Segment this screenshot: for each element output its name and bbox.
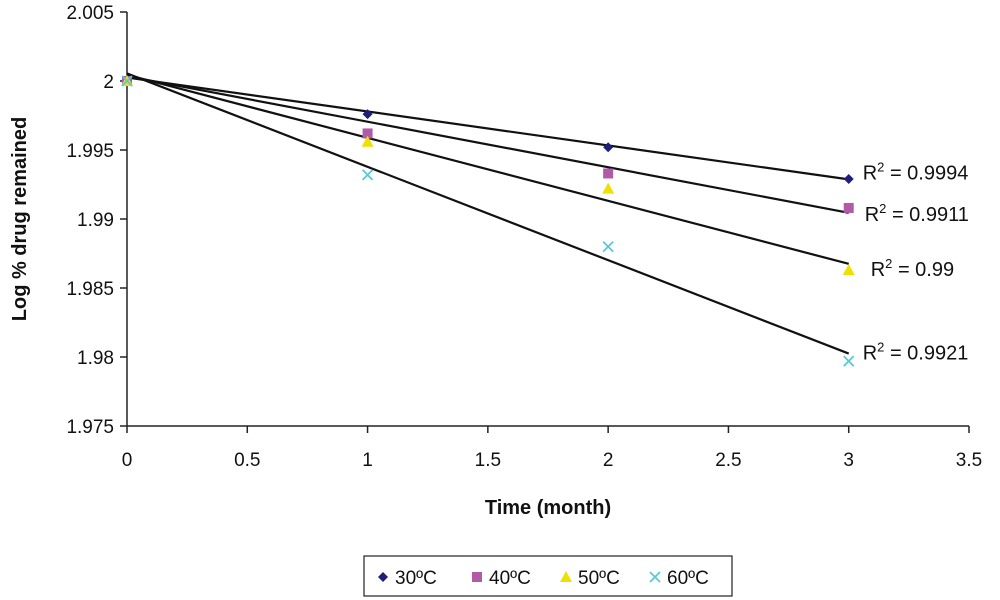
data-point	[121, 75, 133, 87]
r-squared-label: R2 = 0.9994	[863, 159, 969, 184]
x-tick-label: 0.5	[234, 450, 260, 471]
legend-label: 60ºC	[667, 568, 709, 589]
data-point	[602, 240, 614, 253]
y-axis-ticks: 1.975 1.98 1.985 1.99 1.995 2 2.005	[66, 3, 127, 438]
y-tick-label: 2	[103, 72, 114, 93]
data-point	[603, 142, 614, 153]
legend-label: 40ºC	[489, 568, 531, 589]
r-squared-superscript: 2	[885, 256, 892, 271]
data-point	[361, 135, 374, 147]
r-squared-value: = 0.99	[892, 259, 954, 281]
legend-marker	[649, 571, 661, 583]
legend-marker	[472, 572, 482, 582]
r-squared-label: R2 = 0.9911	[865, 201, 969, 226]
y-tick-label: 1.985	[66, 279, 114, 300]
r-squared-value: = 0.9994	[884, 162, 968, 184]
data-point	[843, 355, 855, 367]
x-axis-title: Time (month)	[485, 497, 611, 519]
x-tick-label: 2	[603, 450, 614, 471]
y-tick-label: 1.995	[66, 141, 114, 162]
y-axis-title: Log % drug remained	[9, 117, 31, 321]
r-squared-value: = 0.9911	[886, 204, 968, 226]
plot-area: 1.975 1.98 1.985 1.99 1.995 2 2.005 0 0.5 1 1.5 2 2…	[66, 3, 982, 471]
data-point	[361, 169, 374, 181]
y-tick-label: 1.99	[77, 210, 114, 231]
r-squared-label: R2 = 0.99	[871, 256, 954, 281]
r-squared-value: = 0.9921	[884, 343, 968, 365]
y-tick-label: 1.975	[66, 417, 114, 438]
trendline-2	[126, 73, 849, 265]
data-point	[362, 109, 373, 120]
legend: 30ºC 40ºC 50ºC 60ºC	[363, 555, 733, 597]
r-squared-label: R2 = 0.9921	[863, 340, 969, 365]
x-tick-label: 1	[362, 450, 373, 471]
x-axis-ticks: 0 0.5 1 1.5 2 2.5 3 3.5	[122, 426, 982, 471]
legend-marker	[560, 571, 572, 582]
data-point	[362, 128, 373, 139]
trendline-0	[126, 76, 849, 181]
r-squared-superscript: 2	[877, 159, 884, 174]
legend-label: 50ºC	[578, 568, 620, 589]
legend-box	[363, 555, 733, 597]
y-tick-label: 1.98	[77, 348, 114, 369]
data-point	[603, 168, 614, 179]
r-squared-symbol: R	[863, 343, 877, 365]
x-tick-label: 3.5	[956, 450, 982, 471]
r-squared-symbol: R	[871, 259, 885, 281]
legend-item: 40ºC	[472, 568, 531, 589]
x-tick-label: 0	[122, 450, 133, 471]
data-point	[843, 173, 854, 184]
data-point	[843, 202, 854, 213]
r-squared-superscript: 2	[877, 340, 884, 355]
x-tick-label: 3	[843, 450, 854, 471]
legend-marker	[378, 572, 388, 582]
legend-item: 60ºC	[649, 568, 709, 589]
data-point	[602, 182, 615, 194]
trendlines	[126, 72, 850, 355]
x-tick-label: 1.5	[475, 450, 501, 471]
x-tick-label: 2.5	[715, 450, 741, 471]
data-point	[842, 264, 855, 276]
r-squared-superscript: 2	[879, 201, 886, 216]
legend-item: 30ºC	[378, 568, 437, 589]
trendline-1	[126, 75, 849, 214]
r-squared-symbol: R	[863, 162, 877, 184]
legend-item: 50ºC	[560, 568, 620, 589]
y-tick-label: 2.005	[66, 3, 114, 24]
data-markers	[121, 75, 855, 367]
r-squared-symbol: R	[865, 204, 879, 226]
legend-label: 30ºC	[395, 568, 437, 589]
trendline-3	[126, 72, 850, 355]
